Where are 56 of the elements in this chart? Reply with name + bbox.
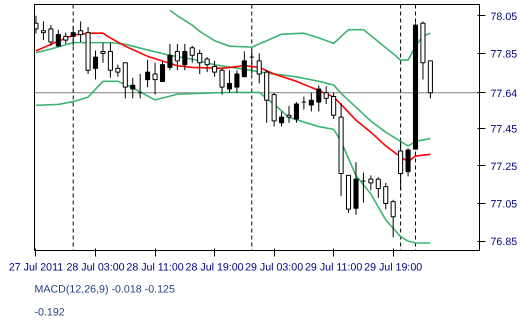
candlestick bbox=[160, 61, 166, 82]
candlestick bbox=[56, 29, 61, 48]
y-tick-label: 77.25 bbox=[490, 160, 518, 173]
y-tick-label: 77.85 bbox=[490, 48, 518, 60]
x-tick-label: 28 Jul 03:00 bbox=[66, 262, 125, 274]
x-tick-label: 29 Jul 19:00 bbox=[364, 262, 422, 274]
candlestick bbox=[242, 50, 247, 78]
candlestick bbox=[308, 92, 314, 112]
text: MACD(12,26,9) -0.018 -0.125 bbox=[34, 284, 175, 296]
candlestick bbox=[376, 176, 381, 198]
candlestick bbox=[406, 148, 411, 177]
y-tick-label: 78.05 bbox=[490, 10, 518, 23]
line-series bbox=[35, 80, 432, 244]
candlestick bbox=[40, 20, 46, 41]
x-tick-label: 28 Jul 11:00 bbox=[126, 262, 184, 274]
candlestick bbox=[219, 68, 225, 96]
candlestick bbox=[48, 24, 54, 46]
candlestick bbox=[108, 42, 113, 78]
text: -0.192 bbox=[34, 306, 65, 318]
candlestick bbox=[100, 42, 106, 64]
x-tick-label: 29 Jul 03:00 bbox=[245, 262, 304, 274]
x-tick-label: 27 Jul 2011 bbox=[8, 262, 64, 274]
candlestick bbox=[383, 182, 388, 210]
candlestick bbox=[286, 105, 292, 124]
line-series bbox=[35, 42, 432, 147]
ref-line-label: 77.64 bbox=[490, 88, 518, 100]
candlestick bbox=[368, 174, 374, 191]
candlestick bbox=[331, 92, 336, 120]
x-tick-label: 28 Jul 19:00 bbox=[186, 262, 244, 274]
candlestick bbox=[145, 59, 150, 88]
candlestick bbox=[190, 45, 195, 64]
y-tick-label: 76.85 bbox=[490, 236, 518, 248]
candlestick bbox=[279, 111, 284, 128]
candlestick bbox=[130, 77, 136, 99]
candlestick bbox=[226, 70, 232, 94]
candlestick bbox=[78, 20, 84, 43]
y-tick-label: 77.45 bbox=[490, 123, 518, 136]
candlestick bbox=[197, 49, 202, 74]
candlestick bbox=[212, 60, 218, 78]
candlestick bbox=[174, 43, 180, 71]
candlestick bbox=[294, 102, 299, 124]
candlestick bbox=[115, 64, 120, 78]
candlestick bbox=[390, 199, 396, 238]
candlestick bbox=[316, 84, 322, 112]
y-tick-label: 77.05 bbox=[490, 198, 518, 211]
candlestick bbox=[92, 50, 98, 80]
candlestick bbox=[256, 52, 262, 84]
line-series bbox=[169, 9, 432, 61]
candlestick bbox=[152, 62, 158, 96]
x-tick-label: 29 Jul 11:00 bbox=[305, 262, 362, 274]
candlestick bbox=[234, 70, 240, 94]
candlestick bbox=[204, 56, 210, 73]
candlestick bbox=[167, 43, 172, 71]
candlestick bbox=[324, 86, 329, 105]
candlestick bbox=[182, 43, 188, 71]
candlestick bbox=[63, 32, 68, 44]
